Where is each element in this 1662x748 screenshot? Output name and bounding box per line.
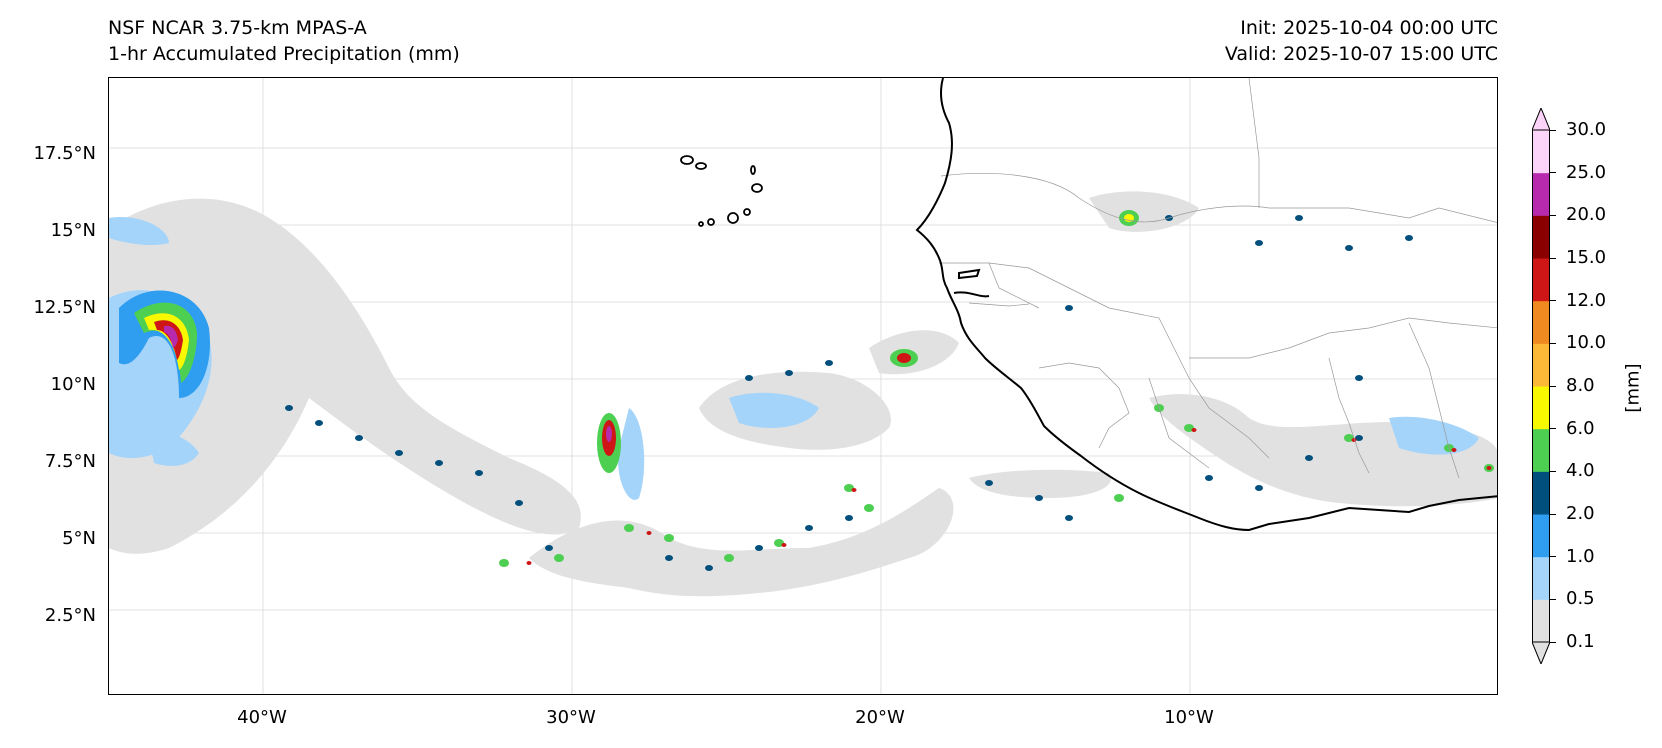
cape-verde-islands	[680, 155, 763, 227]
lon-label-30w: 30°W	[546, 707, 596, 728]
colorbar-level-label: 20.0	[1566, 204, 1607, 226]
heavy-precip-cores	[119, 210, 1139, 473]
colorbar-level-label: 8.0	[1566, 375, 1595, 396]
colorbar-swatch	[1532, 514, 1550, 558]
light-precip-areas	[109, 191, 1497, 597]
precipitation-map[interactable]	[108, 77, 1498, 695]
colorbar-tick	[1550, 342, 1556, 344]
colorbar-title: [mm]	[1622, 363, 1644, 413]
lon-label-10w: 10°W	[1164, 707, 1214, 728]
colorbar-level-label: 0.5	[1566, 588, 1595, 610]
colorbar-level-label: 15.0	[1566, 247, 1607, 268]
init-time: Init: 2025-10-04 00:00 UTC	[1240, 17, 1498, 39]
lat-label-5: 5°N	[62, 528, 96, 549]
colorbar-tick	[1550, 470, 1556, 472]
colorbar-swatches	[1531, 106, 1551, 666]
colorbar-swatch	[1532, 300, 1550, 344]
colorbar-swatch	[1532, 130, 1550, 174]
lat-label-17-5: 17.5°N	[33, 143, 96, 164]
colorbar-swatch	[1532, 215, 1550, 259]
colorbar-level-label: 1.0	[1566, 545, 1595, 567]
colorbar-tick	[1550, 641, 1556, 643]
colorbar-level-label: 25.0	[1566, 161, 1607, 183]
colorbar	[1531, 106, 1551, 666]
colorbar-tick	[1550, 257, 1556, 259]
colorbar-tick	[1550, 129, 1556, 131]
colorbar-level-label: 6.0	[1566, 417, 1595, 439]
colorbar-tick	[1550, 385, 1556, 387]
valid-time: Valid: 2025-10-07 15:00 UTC	[1224, 43, 1498, 65]
model-title: NSF NCAR 3.75-km MPAS-A	[108, 17, 367, 39]
colorbar-tick	[1550, 214, 1556, 216]
colorbar-swatch	[1532, 386, 1550, 430]
colorbar-tick	[1550, 598, 1556, 600]
colorbar-level-label: 0.1	[1566, 631, 1595, 652]
colorbar-level-label: 4.0	[1566, 460, 1595, 482]
country-borders	[939, 78, 1497, 479]
lon-label-20w: 20°W	[855, 707, 905, 728]
field-title: 1-hr Accumulated Precipitation (mm)	[108, 43, 460, 65]
colorbar-extend-min	[1531, 641, 1551, 666]
colorbar-swatch	[1532, 428, 1550, 472]
colorbar-tick	[1550, 172, 1556, 174]
colorbar-swatch	[1532, 172, 1550, 216]
coastline	[915, 78, 1497, 532]
map-canvas	[109, 78, 1497, 694]
lat-label-10: 10°N	[50, 374, 96, 395]
colorbar-swatch	[1532, 343, 1550, 387]
colorbar-extend-max	[1531, 106, 1551, 131]
colorbar-tick	[1550, 428, 1556, 430]
lat-label-2-5: 2.5°N	[44, 605, 96, 626]
colorbar-tick	[1550, 300, 1556, 302]
lat-label-7-5: 7.5°N	[44, 451, 96, 472]
colorbar-frame	[1532, 129, 1550, 643]
colorbar-level-label: 30.0	[1566, 119, 1607, 140]
colorbar-tick	[1550, 556, 1556, 558]
lat-label-15: 15°N	[50, 220, 96, 241]
lon-label-40w: 40°W	[237, 707, 287, 728]
colorbar-swatch	[1532, 258, 1550, 302]
colorbar-level-label: 12.0	[1566, 289, 1607, 311]
lat-label-12-5: 12.5°N	[33, 297, 96, 318]
colorbar-swatch	[1532, 599, 1550, 643]
colorbar-swatch	[1532, 556, 1550, 600]
colorbar-tick	[1550, 513, 1556, 515]
colorbar-level-label: 10.0	[1566, 332, 1607, 354]
colorbar-level-label: 2.0	[1566, 503, 1595, 524]
colorbar-swatch	[1532, 471, 1550, 515]
